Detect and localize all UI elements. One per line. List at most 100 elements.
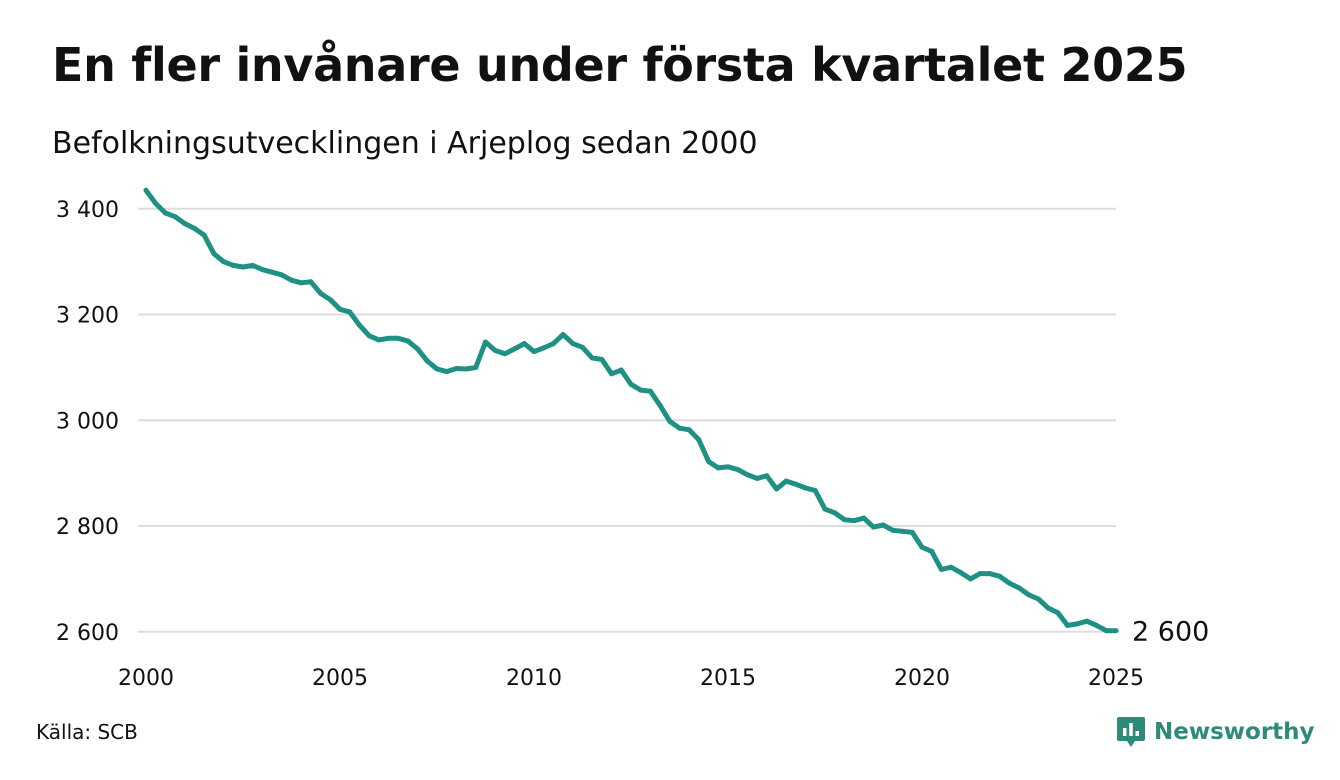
end-label-layer: 2 600 xyxy=(1132,617,1209,648)
data-point xyxy=(492,347,498,353)
series-line xyxy=(143,187,1119,634)
data-point xyxy=(890,527,896,533)
data-point xyxy=(929,548,935,554)
data-point xyxy=(841,517,847,523)
y-tick-label: 2 600 xyxy=(56,621,119,646)
data-point xyxy=(366,333,372,339)
data-point xyxy=(1065,622,1070,628)
data-point xyxy=(715,465,721,471)
data-point xyxy=(958,570,964,576)
data-point xyxy=(1006,580,1012,586)
data-point xyxy=(192,225,197,231)
data-point xyxy=(1074,621,1080,627)
data-point xyxy=(327,297,333,303)
data-point xyxy=(502,351,508,357)
data-point xyxy=(638,387,644,393)
data-point xyxy=(744,472,750,478)
data-point xyxy=(395,335,401,341)
data-point xyxy=(871,524,876,530)
data-point xyxy=(657,402,663,408)
data-point xyxy=(473,364,479,370)
data-point xyxy=(599,356,605,362)
data-point xyxy=(609,371,615,377)
data-point xyxy=(560,332,566,338)
data-point xyxy=(909,529,915,535)
data-point xyxy=(1113,628,1119,634)
data-point xyxy=(512,346,518,352)
data-point xyxy=(143,187,149,193)
data-point xyxy=(1035,596,1041,602)
data-point xyxy=(812,488,818,494)
data-point xyxy=(337,306,343,312)
data-point xyxy=(444,369,450,375)
data-point xyxy=(318,290,324,296)
grid-lines xyxy=(138,207,1116,633)
brand-logo[interactable]: Newsworthy xyxy=(1116,714,1315,750)
x-tick-label: 2010 xyxy=(506,666,562,691)
data-point xyxy=(880,522,886,528)
data-point xyxy=(201,232,207,238)
data-point xyxy=(861,515,867,521)
data-point xyxy=(764,473,770,479)
data-point xyxy=(987,571,993,577)
data-point xyxy=(347,309,353,315)
data-point xyxy=(531,349,537,355)
data-point xyxy=(589,355,595,361)
data-point xyxy=(1103,628,1109,634)
data-point xyxy=(677,425,682,431)
data-point xyxy=(405,338,411,344)
data-point xyxy=(774,486,779,492)
data-point xyxy=(832,510,838,516)
data-point xyxy=(308,279,314,285)
data-point xyxy=(1055,610,1061,616)
source-note: Källa: SCB xyxy=(36,720,138,744)
data-point xyxy=(754,475,760,481)
data-point xyxy=(376,337,382,343)
data-point xyxy=(580,344,585,350)
data-point xyxy=(483,339,488,345)
brand-name: Newsworthy xyxy=(1154,719,1315,745)
data-point xyxy=(289,277,294,283)
data-point xyxy=(706,459,712,465)
data-point xyxy=(1094,622,1100,628)
data-point xyxy=(968,576,973,582)
newsworthy-logo-icon xyxy=(1117,717,1145,747)
data-point xyxy=(415,346,421,352)
data-point xyxy=(356,322,362,328)
data-point xyxy=(667,418,673,424)
data-point xyxy=(541,345,547,351)
data-point xyxy=(977,571,983,577)
x-tick-label: 2000 xyxy=(118,666,174,691)
y-tick-label: 3 400 xyxy=(56,198,119,223)
data-point xyxy=(434,366,440,372)
data-point xyxy=(686,427,692,433)
data-point xyxy=(851,518,857,524)
data-point xyxy=(948,564,954,570)
data-point xyxy=(1084,618,1090,624)
chart-title: En fler invånare under första kvartalet … xyxy=(52,38,1188,92)
x-tick-label: 2015 xyxy=(700,666,756,691)
x-tick-label: 2005 xyxy=(312,666,368,691)
data-point xyxy=(386,335,391,341)
data-point xyxy=(938,566,944,572)
data-point xyxy=(793,481,799,487)
data-point xyxy=(162,210,168,216)
chart-subtitle: Befolkningsutvecklingen i Arjeplog sedan… xyxy=(52,126,758,161)
data-point xyxy=(259,267,265,273)
data-point xyxy=(153,201,159,207)
data-point xyxy=(453,365,459,371)
data-point xyxy=(725,464,731,470)
data-point xyxy=(172,214,178,220)
y-axis-labels: 2 600 2 800 3 000 3 200 3 400 xyxy=(56,198,119,646)
data-point xyxy=(900,528,906,534)
data-point xyxy=(696,437,702,443)
y-tick-label: 2 800 xyxy=(56,515,119,540)
data-point xyxy=(919,544,925,550)
y-tick-label: 3 000 xyxy=(56,409,119,434)
data-point xyxy=(463,366,469,372)
x-axis-labels: 2000 2005 2010 2015 2020 2025 xyxy=(118,666,1144,691)
data-point xyxy=(803,485,809,491)
line-chart: 2 600 2 800 3 000 3 200 3 400 2000 2005 2010 20… xyxy=(56,187,1209,691)
y-tick-label: 3 200 xyxy=(56,304,119,329)
data-point xyxy=(211,251,217,257)
